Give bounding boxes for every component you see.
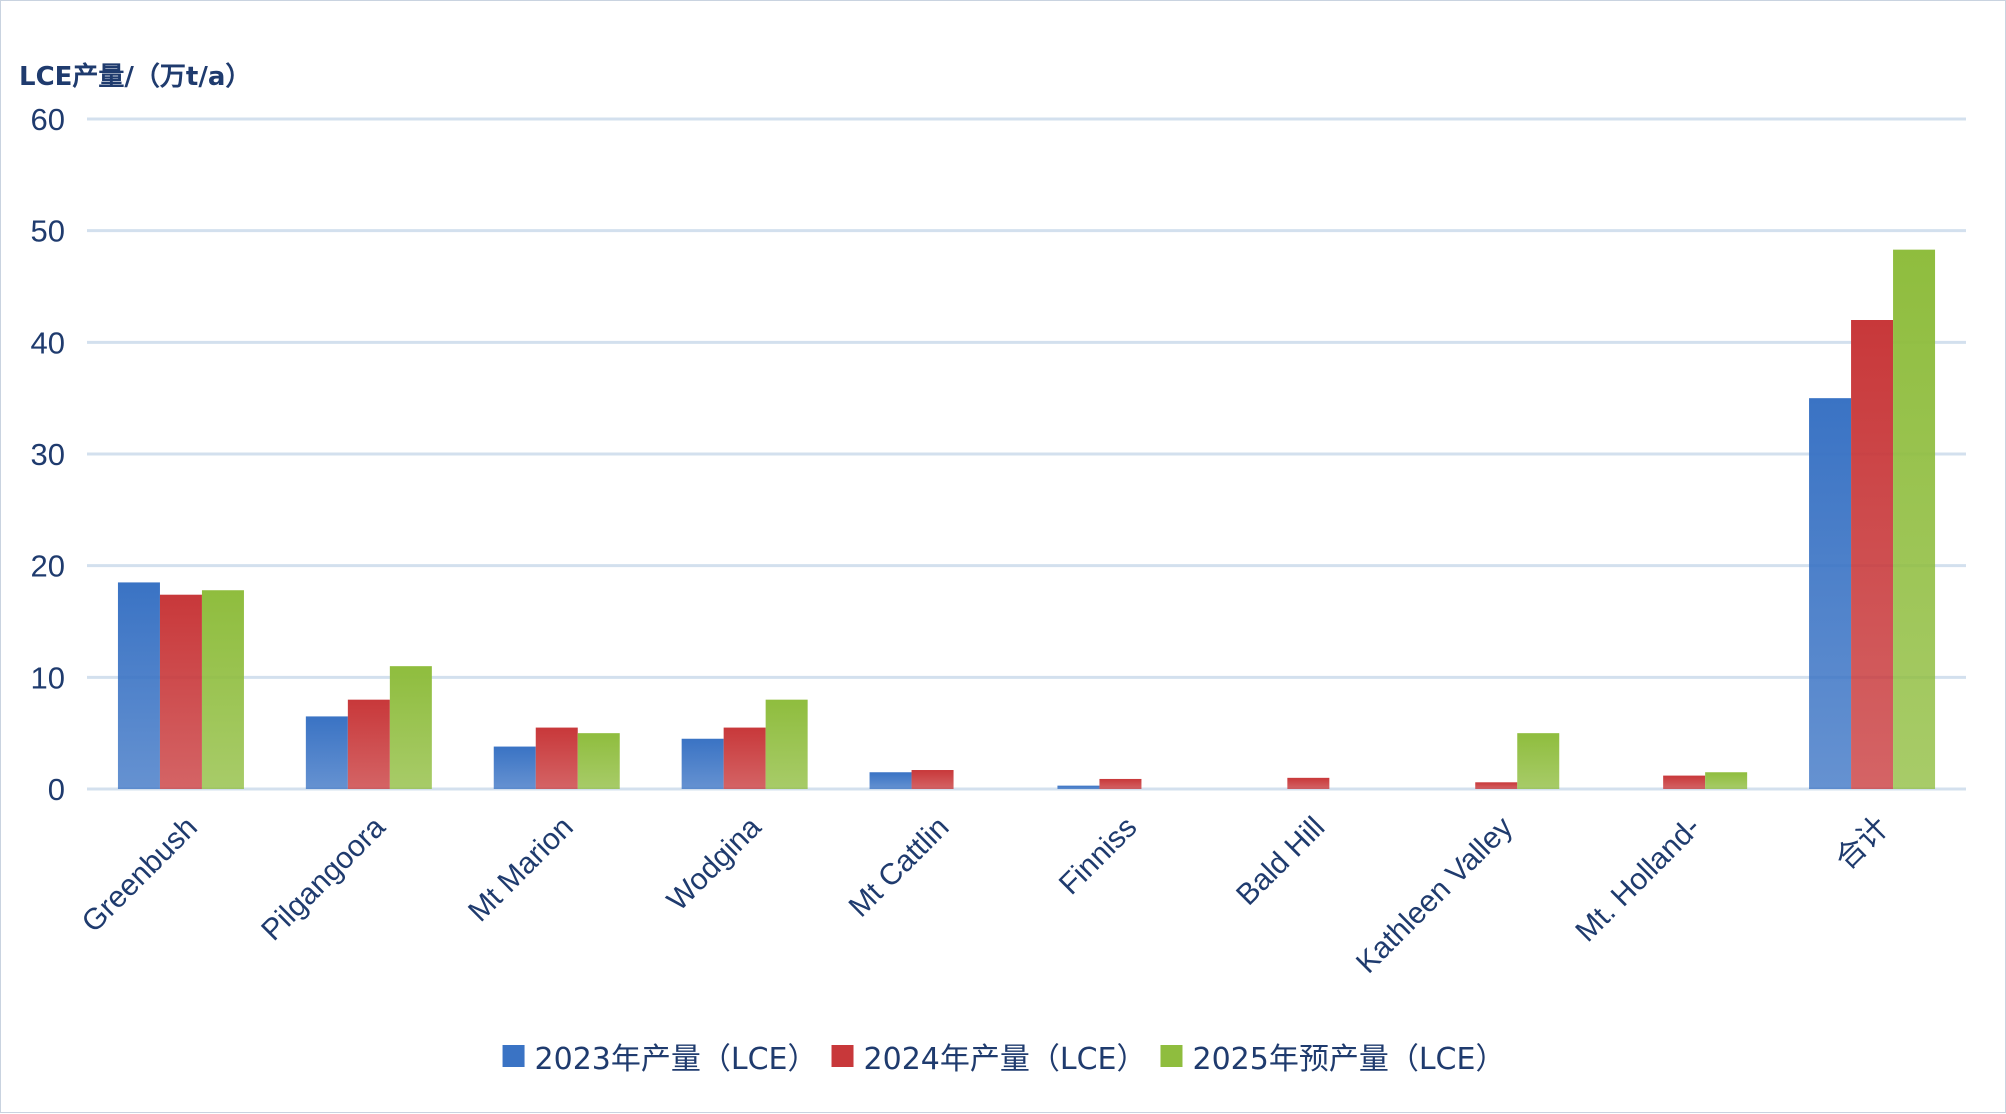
y-tick-label: 0 <box>48 772 65 807</box>
y-tick-label: 30 <box>31 437 65 472</box>
bar <box>1475 782 1518 789</box>
bar <box>1809 398 1852 789</box>
x-tick-label: 合计 <box>1829 811 1895 877</box>
x-tick-label: Mt Cattlin <box>843 811 956 924</box>
legend-label: 2023年产量（LCE） <box>535 1042 818 1077</box>
bar <box>1663 775 1706 789</box>
gridlines <box>87 117 1966 791</box>
legend-label: 2024年产量（LCE） <box>864 1042 1147 1077</box>
y-tick-label: 20 <box>31 549 65 584</box>
x-tick-label: Wodgina <box>661 810 768 917</box>
bar <box>1517 733 1560 789</box>
legend-item: 2024年产量（LCE） <box>831 1042 1147 1077</box>
y-axis-ticks: 0 10 20 30 40 50 60 <box>31 102 65 807</box>
bars <box>117 249 1936 789</box>
legend-item: 2023年产量（LCE） <box>502 1042 818 1077</box>
bar <box>1893 249 1936 789</box>
y-axis-label: LCE产量/（万t/a） <box>19 62 251 92</box>
y-tick-label: 60 <box>31 102 65 137</box>
y-tick-label: 40 <box>31 325 65 360</box>
bar <box>869 772 912 789</box>
x-tick-label: Finniss <box>1053 811 1144 902</box>
legend-swatch <box>502 1045 525 1067</box>
bar <box>765 699 808 789</box>
x-tick-label: Bald Hill <box>1230 811 1331 912</box>
bar <box>911 770 954 789</box>
bar <box>1851 320 1894 789</box>
bar <box>1705 772 1748 789</box>
y-tick-label: 10 <box>31 660 65 695</box>
x-tick-label: Pilgangoora <box>255 810 392 947</box>
bar <box>577 733 620 789</box>
x-tick-label: Kathleen Valley <box>1350 811 1519 980</box>
bar <box>493 746 536 789</box>
bar <box>535 727 578 789</box>
bar <box>305 716 348 789</box>
bar <box>723 727 766 789</box>
bar <box>1099 778 1142 789</box>
x-axis-ticks: Greenbush Pilgangoora Mt Marion Wodgina Mt C… <box>76 810 1895 979</box>
bar <box>1057 785 1100 789</box>
y-tick-label: 50 <box>31 214 65 249</box>
x-tick-label: Greenbush <box>76 811 204 939</box>
x-tick-label: Mt Marion <box>462 811 580 929</box>
legend-item: 2025年预产量（LCE） <box>1160 1042 1505 1077</box>
bar <box>159 594 202 789</box>
bar <box>201 590 244 789</box>
x-tick-label: Mt. Holland- <box>1569 811 1707 949</box>
bar <box>1287 777 1330 789</box>
bar <box>389 666 432 789</box>
bar <box>347 699 390 789</box>
bar <box>117 582 160 789</box>
bar <box>681 738 724 789</box>
legend-swatch <box>831 1045 854 1067</box>
legend-swatch <box>1160 1045 1183 1067</box>
legend-label: 2025年预产量（LCE） <box>1192 1042 1505 1077</box>
legend: 2023年产量（LCE） 2024年产量（LCE） 2025年预产量（LCE） <box>502 1042 1505 1077</box>
